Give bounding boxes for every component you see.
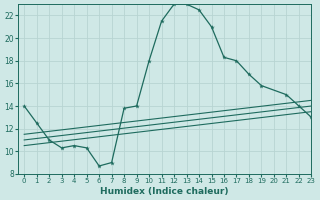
X-axis label: Humidex (Indice chaleur): Humidex (Indice chaleur) [100,187,229,196]
